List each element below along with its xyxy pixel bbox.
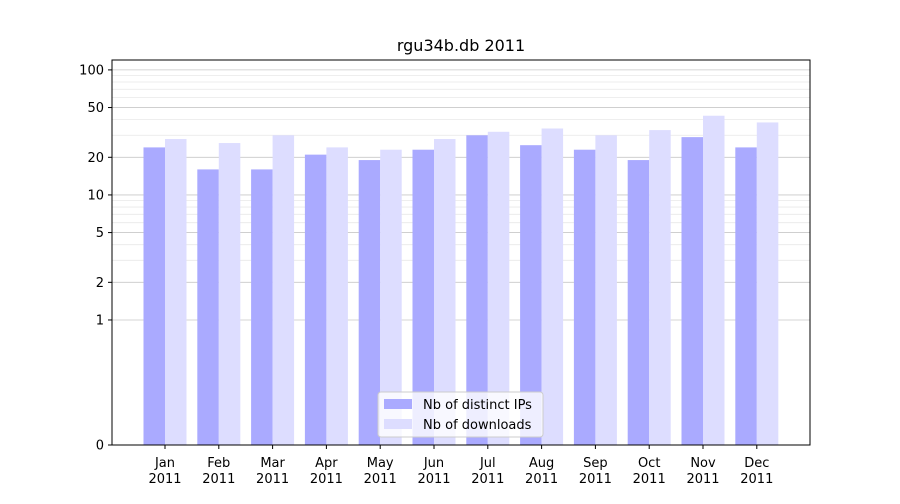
x-tick-label: Mar 2011	[256, 456, 289, 487]
y-tick-label: 5	[96, 226, 104, 241]
bar-distinct-ips	[251, 169, 273, 445]
bar-downloads	[703, 115, 725, 445]
y-tick-label: 20	[87, 151, 104, 166]
x-tick-label: Nov 2011	[686, 456, 719, 487]
bar-distinct-ips	[735, 147, 757, 446]
x-tick-label: Sep 2011	[579, 456, 612, 487]
legend-label: Nb of distinct IPs	[423, 398, 532, 413]
legend: Nb of distinct IPs Nb of downloads	[377, 391, 544, 438]
bar-downloads	[487, 131, 510, 445]
chart-title: rgu34b.db 2011	[397, 36, 525, 55]
bar-downloads	[165, 139, 187, 445]
x-tick-label: Jan 2011	[148, 456, 181, 487]
bar-downloads	[756, 122, 779, 445]
bar-distinct-ips	[143, 147, 165, 446]
legend-swatch	[384, 419, 412, 429]
legend-label: Nb of downloads	[423, 418, 532, 433]
bar-downloads	[595, 135, 617, 445]
bar-distinct-ips	[573, 149, 596, 446]
bar-downloads	[434, 139, 456, 445]
x-tick-label: Apr 2011	[310, 456, 343, 487]
bar-downloads	[541, 128, 564, 445]
y-tick-label: 0	[96, 439, 104, 454]
bar-downloads	[326, 147, 348, 446]
y-tick-label: 10	[87, 188, 104, 203]
bar-downloads	[218, 143, 241, 445]
plot-frame	[111, 59, 811, 446]
legend-box	[377, 391, 544, 438]
bar-distinct-ips	[358, 160, 381, 445]
x-tick-label: Dec 2011	[740, 456, 773, 487]
bar-distinct-ips	[627, 160, 650, 445]
y-axis: 0 1 2 5 10 20 50 100	[79, 63, 112, 454]
bar-distinct-ips	[466, 135, 488, 445]
bar-downloads	[649, 130, 671, 445]
bar-distinct-ips	[412, 149, 434, 446]
bar-distinct-ips	[304, 154, 327, 446]
y-tick-label: 100	[79, 63, 104, 78]
legend-swatch	[384, 399, 412, 409]
x-tick-label: Oct 2011	[633, 456, 666, 487]
x-tick-label: Feb 2011	[202, 456, 235, 487]
y-tick-label: 2	[96, 276, 104, 291]
bars-layer	[143, 115, 779, 446]
bar-downloads	[272, 135, 295, 445]
y-tick-label: 1	[96, 313, 104, 328]
y-tick-label: 50	[87, 101, 104, 116]
bar-downloads	[380, 149, 402, 446]
bar-distinct-ips	[197, 169, 219, 445]
x-tick-label: Jun 2011	[417, 456, 450, 487]
x-axis: Jan 2011 Feb 2011 Mar 2011 Apr 2011 May 2011 Jun 20…	[148, 445, 773, 487]
bar-distinct-ips	[681, 137, 703, 445]
x-tick-label: May 2011	[364, 456, 397, 487]
x-tick-label: Jul 2011	[471, 456, 504, 487]
bar-distinct-ips	[520, 145, 542, 445]
x-tick-label: Aug 2011	[525, 456, 558, 487]
